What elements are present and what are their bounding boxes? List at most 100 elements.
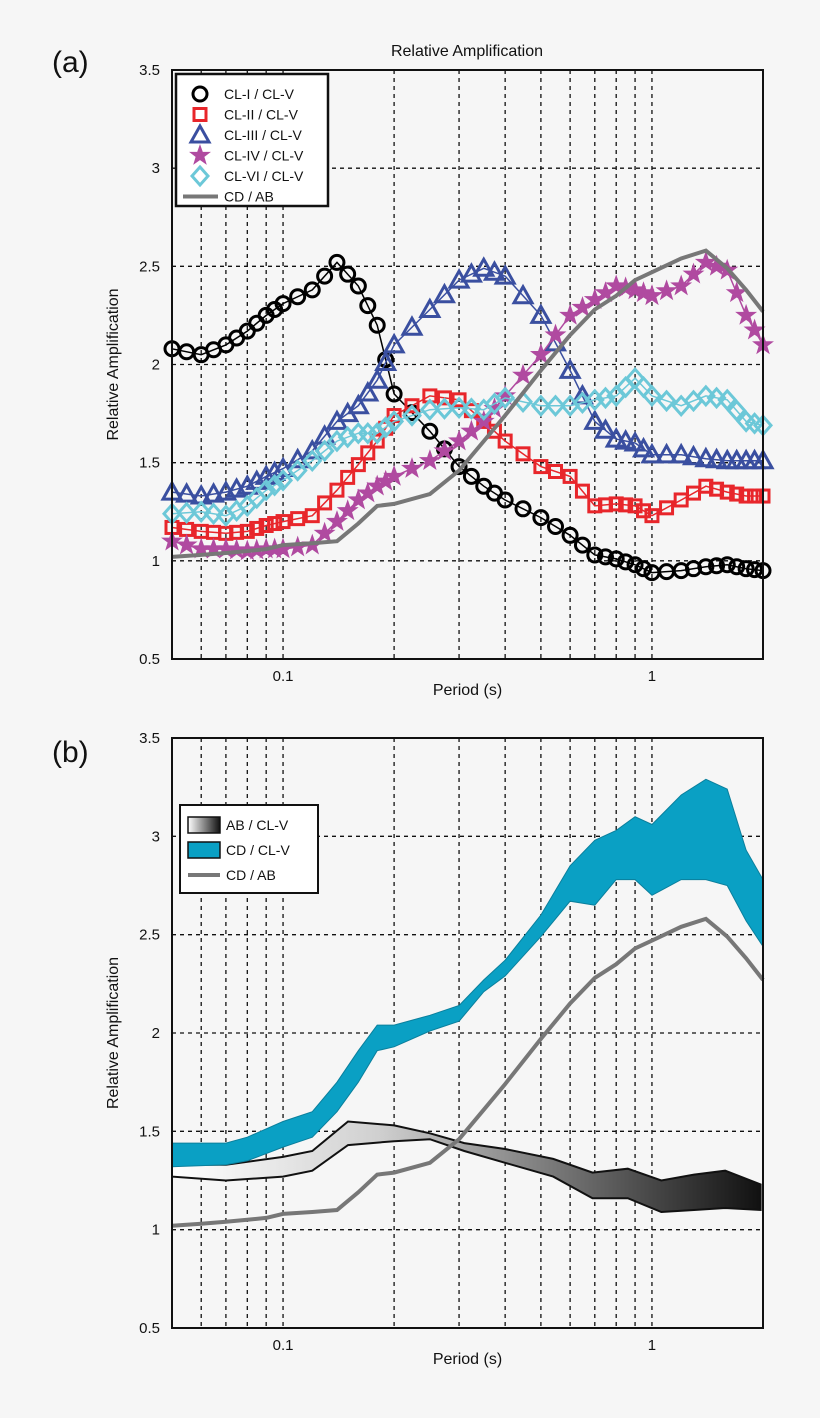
circle-marker [385, 385, 403, 403]
panel-label-b: (b) [52, 736, 89, 769]
panel-label-a: (a) [52, 46, 89, 79]
square-marker [249, 520, 265, 536]
circle-marker [586, 546, 604, 564]
diamond-marker [545, 394, 566, 417]
circle-marker [339, 265, 357, 283]
triangle-marker [365, 368, 389, 389]
star-marker [735, 303, 758, 325]
plot-frame [171, 69, 764, 660]
diamond-marker [434, 397, 455, 420]
square-marker [350, 457, 366, 473]
triangle-marker [374, 350, 398, 372]
diamond-marker [419, 398, 440, 421]
star-marker [175, 533, 198, 555]
circle-marker [728, 558, 746, 576]
y-tick-label: 2 [152, 357, 160, 374]
star-marker [383, 464, 406, 486]
circle-marker [274, 295, 292, 313]
circle-marker [303, 281, 321, 299]
square-marker [574, 483, 590, 499]
star-marker [529, 343, 552, 365]
square-marker [360, 445, 376, 461]
diamond-marker [641, 384, 662, 408]
x-tick-label: 0.1 [273, 668, 294, 685]
circle-marker [532, 509, 550, 527]
circle-marker [316, 267, 334, 285]
panel-a: 0.5 1 1.5 2 2.5 3 3.5 0.1 1 Period (s) Relative Am… [105, 62, 775, 699]
circle-marker [289, 288, 307, 306]
square-marker [747, 488, 763, 504]
star-marker [325, 510, 348, 531]
circle-marker [328, 253, 346, 271]
legend: AB / CL-V CD / CL-V CD / AB [179, 804, 319, 894]
circle-marker [597, 548, 615, 566]
triangle-marker [472, 256, 496, 277]
y-tick-label: 3.5 [139, 730, 160, 747]
circle-marker [718, 556, 736, 574]
square-marker [618, 497, 634, 513]
triangle-marker [511, 283, 535, 305]
plot-frame [171, 737, 764, 1329]
legend-label: CL-II / CL-V [224, 107, 299, 123]
series-line [171, 248, 765, 559]
circle-marker [573, 536, 591, 554]
circle-marker [349, 277, 367, 295]
diamond-marker [191, 500, 212, 524]
square-marker [239, 523, 255, 539]
circle-marker [561, 526, 579, 544]
star-marker [336, 499, 359, 521]
triangle-marker [188, 122, 212, 144]
triangle-marker [654, 442, 679, 464]
series-line-cd-ab [171, 916, 765, 1228]
star-marker [655, 279, 678, 301]
diamond-marker [375, 416, 396, 439]
x-tick-label: 1 [648, 668, 656, 685]
band-ab-cl-v [171, 1120, 762, 1214]
star-marker [640, 284, 663, 306]
y-axis-label: Relative Amplification [105, 288, 122, 440]
legend-label: CL-VI / CL-V [224, 168, 304, 184]
x-tick-label: 0.1 [273, 1337, 294, 1354]
star-marker [313, 521, 336, 543]
series-cd-ab [171, 248, 765, 559]
star-marker [512, 363, 534, 385]
square-marker [317, 495, 333, 511]
star-marker [433, 439, 456, 461]
diamond-marker [302, 449, 323, 472]
panel-b: 0.5 1 1.5 2 2.5 3 3.5 0.1 1 Period (s) Relative Am… [105, 730, 765, 1368]
diamond-marker [176, 501, 197, 524]
circle-marker [547, 517, 565, 535]
triangle-marker [482, 260, 507, 281]
legend-label: CL-III / CL-V [224, 127, 302, 143]
star-marker [418, 449, 441, 471]
square-marker [304, 508, 320, 524]
circle-marker [737, 560, 755, 578]
square-marker [451, 392, 467, 408]
square-marker [192, 107, 208, 122]
square-marker [290, 511, 306, 527]
triangle-marker [432, 282, 457, 304]
diamond-marker [314, 439, 335, 463]
chart-title-a: Relative Amplification [391, 43, 543, 60]
legend: CL-I / CL-V CL-II / CL-V CL-III / CL-V CL-I… [174, 72, 330, 208]
circle-marker [462, 467, 480, 485]
y-tick-label: 2.5 [139, 927, 160, 944]
diamond-marker [273, 469, 294, 492]
star-marker [401, 457, 423, 478]
legend-label: CL-I / CL-V [224, 86, 295, 102]
triangle-marker [400, 315, 424, 336]
diamond-marker [656, 389, 677, 413]
square-marker [275, 514, 291, 530]
y-tick-label: 0.5 [139, 1320, 160, 1337]
circle-marker [617, 553, 635, 571]
y-axis-label: Relative Amplification [105, 957, 122, 1109]
diamond-marker [287, 459, 308, 482]
square-marker [738, 488, 754, 504]
circle-marker [708, 557, 726, 575]
star-marker [189, 143, 211, 165]
diamond-marker [530, 394, 551, 417]
diamond-marker [495, 386, 516, 410]
x-tick-label: 1 [648, 1337, 656, 1354]
y-tick-label: 1 [152, 553, 160, 570]
square-marker [659, 500, 675, 516]
